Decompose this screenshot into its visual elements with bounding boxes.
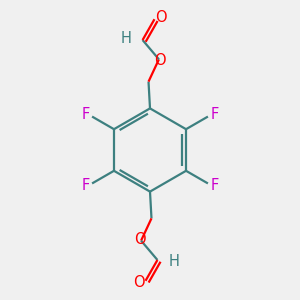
Text: O: O — [154, 53, 166, 68]
Text: F: F — [81, 107, 90, 122]
Text: F: F — [210, 178, 219, 193]
Text: F: F — [81, 178, 90, 193]
Text: O: O — [133, 275, 145, 290]
Text: F: F — [210, 107, 219, 122]
Text: O: O — [155, 10, 167, 25]
Text: H: H — [121, 31, 132, 46]
Text: O: O — [134, 232, 146, 247]
Text: H: H — [168, 254, 179, 269]
